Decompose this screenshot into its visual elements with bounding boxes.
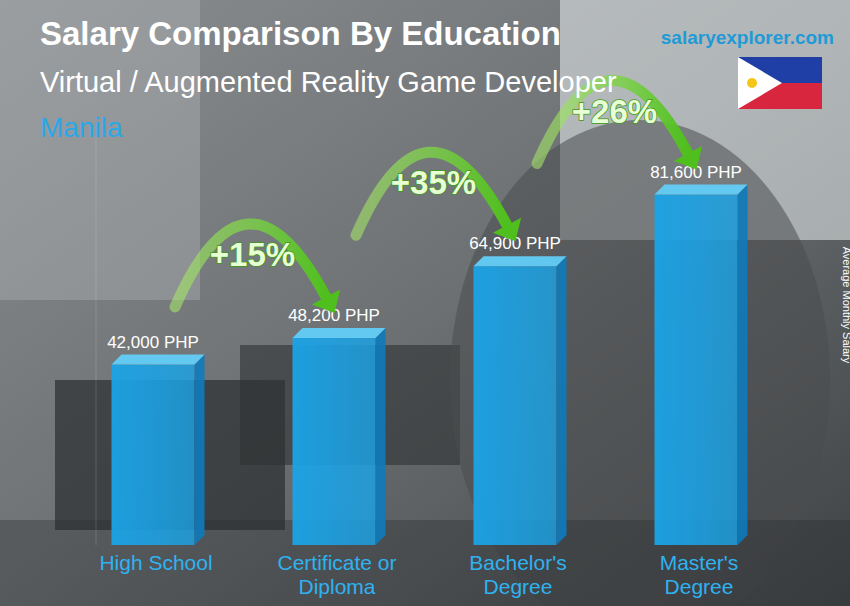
category-line: Master's bbox=[660, 551, 739, 574]
subtitle: Virtual / Augmented Reality Game Develop… bbox=[40, 66, 617, 98]
category-line: Certificate or bbox=[277, 551, 396, 574]
category-line: Diploma bbox=[298, 575, 375, 598]
bar-side bbox=[376, 328, 386, 545]
location: Manila bbox=[40, 112, 123, 143]
data-label: 42,000 PHP bbox=[107, 333, 199, 352]
percent-annotation: +15% bbox=[210, 236, 295, 273]
arrow bbox=[356, 152, 507, 235]
title: Salary Comparison By Education bbox=[40, 15, 561, 52]
category-line: Degree bbox=[665, 575, 734, 598]
source: salaryexplorer.com bbox=[661, 27, 834, 48]
flag-triangle bbox=[738, 57, 782, 109]
category-label: High School bbox=[99, 551, 212, 574]
bar bbox=[474, 266, 557, 545]
category-label: Certificate orDiploma bbox=[277, 551, 396, 598]
percent-annotation: +35% bbox=[391, 164, 476, 201]
category-label: Master'sDegree bbox=[660, 551, 739, 598]
bar bbox=[293, 338, 376, 545]
bars bbox=[112, 185, 748, 545]
bar bbox=[112, 365, 195, 545]
arrow-head bbox=[674, 146, 702, 169]
bar-top bbox=[293, 328, 386, 338]
arrow bbox=[175, 224, 326, 307]
arrow-head bbox=[312, 289, 340, 312]
background bbox=[0, 0, 850, 606]
bar-top bbox=[655, 185, 748, 195]
flag bbox=[738, 57, 822, 109]
category-line: High School bbox=[99, 551, 212, 574]
bar-side bbox=[557, 256, 567, 545]
flag-sun bbox=[747, 78, 757, 88]
bar-side bbox=[738, 185, 748, 545]
percent-annotation: +26% bbox=[572, 93, 657, 130]
bar-side bbox=[195, 355, 205, 545]
chart: 42,000 PHP48,200 PHP64,900 PHP81,600 PHP… bbox=[0, 0, 850, 606]
bar-top bbox=[474, 256, 567, 266]
category-label: Bachelor'sDegree bbox=[469, 551, 566, 598]
value-axis-line bbox=[96, 137, 97, 545]
arrow-head bbox=[493, 218, 521, 241]
bar-top bbox=[112, 355, 205, 365]
bar bbox=[655, 195, 738, 545]
category-line: Degree bbox=[484, 575, 553, 598]
y-axis-label: Average Monthly Salary bbox=[841, 247, 850, 364]
category-line: Bachelor's bbox=[469, 551, 566, 574]
